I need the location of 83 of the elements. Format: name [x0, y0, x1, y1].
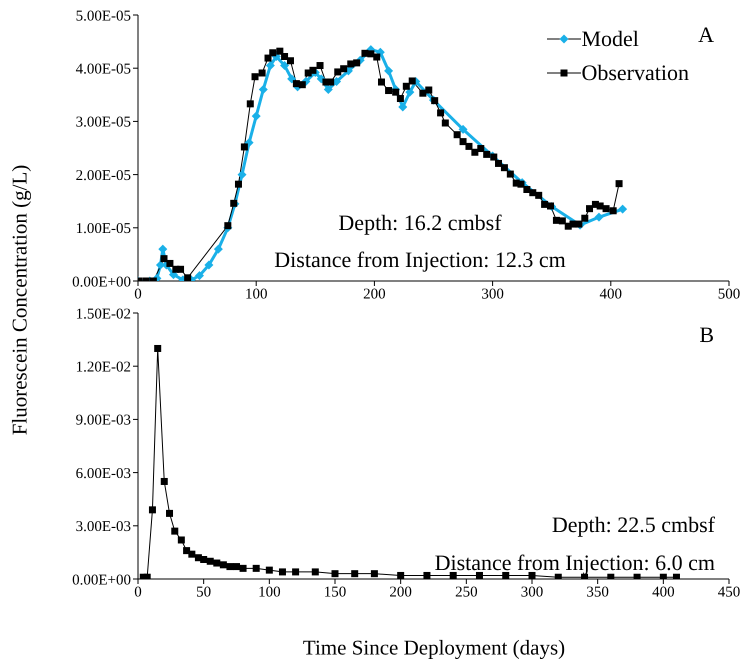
point [287, 74, 296, 84]
point [188, 550, 196, 558]
point [266, 566, 273, 574]
x-tick-label: 100 [244, 286, 268, 303]
x-tick-label: 400 [600, 286, 622, 303]
y-tick-label: 3.00E-05 [76, 114, 131, 131]
annotation: Distance from Injection: 6.0 cm [434, 550, 715, 576]
point [660, 574, 667, 579]
point [292, 568, 300, 576]
point [397, 572, 404, 579]
y-tick-label: 1.00E-05 [76, 221, 131, 238]
point [672, 574, 680, 579]
y-tick-label: 3.00E-03 [76, 519, 131, 536]
panel-letter: A [698, 22, 714, 48]
x-axis-title: Time Since Deployment (days) [302, 636, 566, 660]
point [634, 574, 641, 579]
point [204, 260, 214, 270]
x-tick-label: 0 [134, 286, 142, 303]
point [144, 574, 151, 579]
point [312, 568, 319, 576]
point [244, 138, 254, 148]
annotation: Depth: 16.2 cmbsf [338, 210, 502, 236]
y-axis-title: Fluorescein Concentration (g/L) [8, 164, 32, 436]
point [160, 478, 168, 485]
point [458, 124, 468, 134]
x-tick-label: 250 [455, 584, 478, 601]
panel-letter: B [699, 322, 714, 348]
y-tick-label: 9.00E-03 [76, 412, 131, 429]
y-tick-label: 2.00E-05 [76, 168, 131, 184]
point [332, 570, 338, 578]
point [528, 572, 536, 579]
point [258, 84, 268, 94]
point [171, 528, 178, 535]
x-tick-label: 300 [520, 584, 544, 601]
point [214, 244, 223, 254]
x-tick-label: 50 [196, 584, 212, 601]
point [148, 506, 156, 514]
point [351, 570, 358, 578]
x-tick-label: 450 [718, 584, 740, 601]
point [423, 572, 430, 579]
x-tick-label: 300 [481, 286, 504, 303]
annotation: Distance from Injection: 12.3 cm [274, 247, 566, 273]
x-tick-label: 400 [652, 584, 675, 601]
legend-label: Model [581, 26, 639, 52]
point [554, 574, 562, 579]
point [154, 344, 162, 352]
y-tick-label: 4.00E-05 [76, 62, 131, 78]
legend-label: Observation [581, 60, 689, 86]
y-tick-label: 0.00E+00 [72, 274, 131, 290]
x-tick-label: 200 [363, 286, 386, 303]
point [607, 574, 614, 579]
x-tick-label: 150 [324, 584, 346, 601]
point [370, 570, 378, 578]
point [405, 88, 414, 97]
point [266, 61, 275, 70]
annotation: Depth: 22.5 cmbsf [552, 512, 715, 538]
point [252, 112, 261, 121]
y-tick-label: 1.20E-02 [76, 360, 131, 376]
x-tick-label: 0 [134, 584, 142, 601]
point [194, 271, 204, 280]
point [476, 572, 483, 579]
x-tick-label: 200 [389, 584, 412, 601]
point [502, 572, 510, 579]
y-tick-label: 5.00E-05 [76, 8, 131, 24]
y-tick-label: 6.00E-03 [76, 466, 131, 482]
point [178, 536, 185, 544]
point [594, 212, 604, 222]
point [450, 572, 457, 579]
point [280, 61, 290, 70]
point [240, 564, 247, 572]
point [166, 510, 174, 517]
x-tick-label: 350 [586, 584, 609, 601]
point [278, 568, 286, 576]
point [384, 66, 394, 76]
point [252, 564, 260, 572]
point [238, 170, 247, 180]
x-tick-label: 100 [258, 584, 281, 601]
point [618, 204, 628, 214]
y-tick-label: 0.00E+00 [72, 572, 131, 588]
point [324, 84, 333, 94]
x-tick-label: 500 [718, 286, 740, 303]
point [398, 102, 408, 112]
y-tick-label: 1.50E-02 [76, 306, 131, 322]
